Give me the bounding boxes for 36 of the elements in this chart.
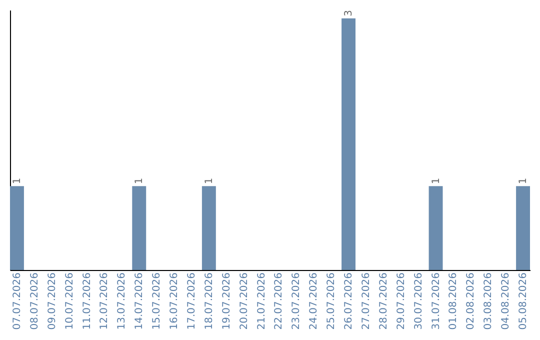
x-tick-label: 24.07.2026 — [308, 272, 320, 330]
x-tick-label: 16.07.2026 — [169, 272, 180, 330]
x-tick-label: 28.07.2026 — [378, 272, 390, 330]
x-tick-label: 27.07.2026 — [360, 272, 372, 330]
x-tick-label: 19.07.2026 — [221, 272, 232, 330]
data-label: 1 — [204, 178, 215, 184]
x-tick-label: 12.07.2026 — [99, 272, 110, 330]
x-tick-label: 05.08.2026 — [518, 272, 530, 330]
x-tick-label: 31.07.2026 — [430, 272, 442, 330]
data-label: 3 — [344, 10, 355, 16]
x-tick-label: 13.07.2026 — [116, 272, 128, 330]
x-tick-label: 20.07.2026 — [238, 272, 250, 330]
x-tick-label: 11.07.2026 — [82, 272, 93, 330]
data-label: 1 — [134, 178, 146, 184]
x-tick-label: 18.07.2026 — [204, 272, 215, 330]
x-tick-label: 14.07.2026 — [134, 272, 146, 330]
x-tick-label: 30.07.2026 — [413, 272, 424, 330]
x-tick-label: 22.07.2026 — [274, 272, 285, 330]
x-tick-label: 23.07.2026 — [291, 272, 302, 330]
data-label: 1 — [430, 178, 442, 184]
x-tick-label: 29.07.2026 — [396, 272, 407, 330]
x-tick-label: 26.07.2026 — [344, 272, 355, 330]
x-tick-label: 04.08.2026 — [500, 272, 512, 330]
x-tick-label: 25.07.2026 — [326, 272, 338, 330]
x-tick-label: 10.07.2026 — [64, 272, 76, 330]
x-tick-label: 03.08.2026 — [483, 272, 494, 330]
x-tick-label: 02.08.2026 — [466, 272, 477, 330]
x-tick-label: 17.07.2026 — [186, 272, 198, 330]
x-tick-label: 09.07.2026 — [46, 272, 58, 330]
x-tick-label: 15.07.2026 — [152, 272, 163, 330]
x-tick-label: 21.07.2026 — [256, 272, 268, 330]
x-tick-label: 01.08.2026 — [448, 272, 460, 330]
x-tick-label: 07.07.2026 — [12, 272, 23, 330]
x-tick-label: 08.07.2026 — [29, 272, 40, 330]
data-label: 1 — [518, 178, 530, 184]
data-label: 1 — [12, 178, 23, 184]
